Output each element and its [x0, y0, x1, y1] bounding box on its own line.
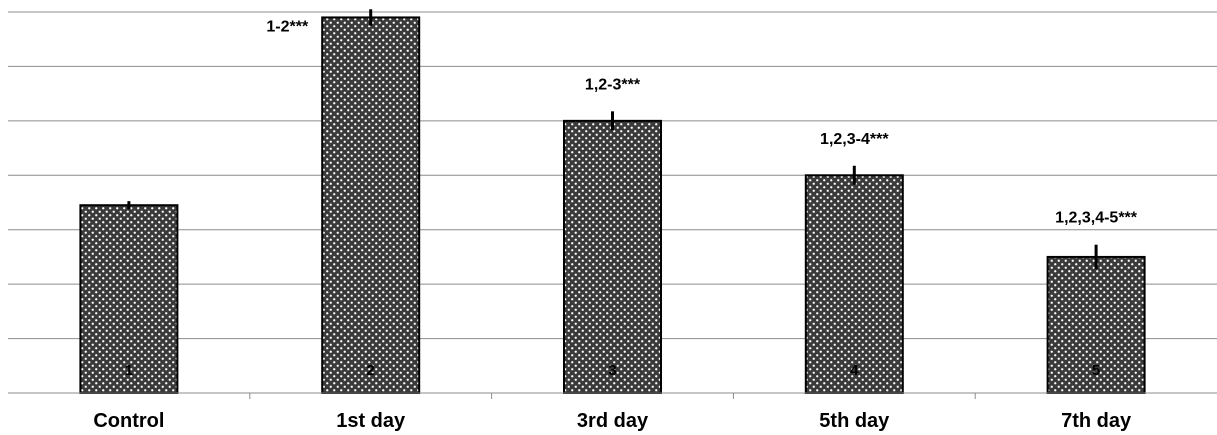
significance-label: 1-2*** [266, 18, 309, 35]
bar [1046, 255, 1146, 394]
x-tick-label: 1st day [336, 410, 406, 432]
bar-number: 4 [850, 362, 859, 379]
significance-label: 1,2-3*** [585, 76, 641, 93]
bar-number: 1 [125, 362, 133, 379]
x-tick-label: 5th day [819, 410, 890, 432]
significance-label: 1,2,3,4-5*** [1055, 210, 1138, 227]
bar [804, 174, 904, 394]
significance-annotations: 1-2*** 1,2-3*** 1,2,3-4*** 1,2,3,4-5*** [266, 18, 1137, 226]
bar [321, 16, 421, 394]
bars [79, 16, 1146, 394]
bar-numbers: 1 2 3 4 5 [125, 362, 1101, 379]
error-bars [127, 9, 1098, 270]
bar-number: 3 [608, 362, 616, 379]
significance-label: 1,2,3-4*** [820, 131, 889, 148]
x-tick-label: 3rd day [577, 410, 649, 432]
bar-number: 5 [1092, 362, 1100, 379]
x-tick-label: 7th day [1061, 410, 1132, 432]
x-axis [8, 392, 1217, 399]
bar [563, 119, 662, 394]
bar-number: 2 [367, 362, 375, 379]
x-axis-labels: Control 1st day 3rd day 5th day 7th day [93, 410, 1132, 432]
x-tick-label: Control [93, 410, 164, 432]
